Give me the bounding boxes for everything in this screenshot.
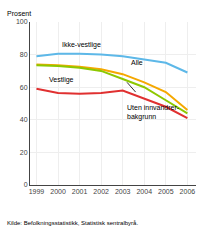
svg-text:100: 100 (16, 18, 28, 25)
svg-text:Ikke-vestlige: Ikke-vestlige (62, 41, 101, 49)
svg-text:Vestlige: Vestlige (49, 76, 74, 84)
svg-text:20: 20 (20, 149, 28, 156)
svg-text:2001: 2001 (72, 188, 88, 195)
svg-text:2004: 2004 (136, 188, 152, 195)
svg-text:2006: 2006 (180, 188, 196, 195)
svg-text:Prosent: Prosent (7, 10, 31, 17)
svg-text:80: 80 (20, 51, 28, 58)
svg-text:60: 60 (20, 84, 28, 91)
svg-text:Kilde: Befolkningsstatistikk,: Kilde: Befolkningsstatistikk, Statistisk… (7, 220, 138, 226)
svg-text:1999: 1999 (29, 188, 45, 195)
svg-text:40: 40 (20, 116, 28, 123)
svg-text:Uten innvandrer-bakgrunn: Uten innvandrer-bakgrunn (127, 104, 180, 121)
svg-text:2005: 2005 (158, 188, 174, 195)
svg-text:2003: 2003 (115, 188, 131, 195)
svg-text:Alle: Alle (131, 59, 143, 66)
svg-text:2002: 2002 (93, 188, 109, 195)
svg-text:2000: 2000 (50, 188, 66, 195)
svg-text:0: 0 (24, 181, 28, 188)
